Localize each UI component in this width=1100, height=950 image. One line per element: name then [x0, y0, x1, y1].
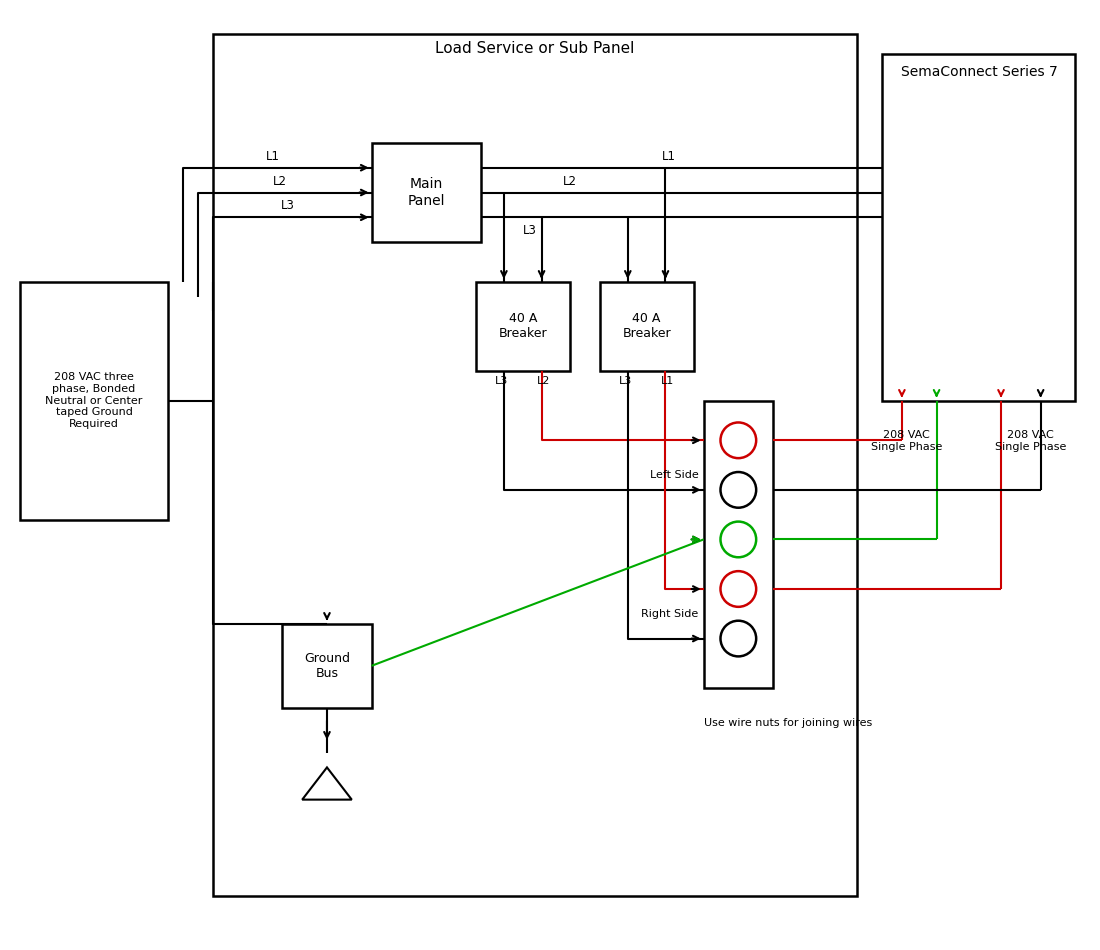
- Text: Ground
Bus: Ground Bus: [304, 652, 350, 680]
- Text: L1: L1: [662, 150, 675, 162]
- Text: L3: L3: [619, 376, 632, 386]
- Text: 208 VAC
Single Phase: 208 VAC Single Phase: [996, 430, 1066, 452]
- Text: SemaConnect Series 7: SemaConnect Series 7: [901, 65, 1057, 79]
- Text: 40 A
Breaker: 40 A Breaker: [623, 313, 671, 340]
- Text: 208 VAC
Single Phase: 208 VAC Single Phase: [871, 430, 943, 452]
- Bar: [882, 54, 1076, 401]
- Bar: [20, 282, 168, 520]
- Circle shape: [720, 423, 756, 458]
- Text: Right Side: Right Side: [641, 609, 698, 618]
- Polygon shape: [302, 768, 352, 800]
- Text: Load Service or Sub Panel: Load Service or Sub Panel: [436, 41, 635, 56]
- Bar: [283, 624, 372, 708]
- Circle shape: [720, 522, 756, 558]
- Text: L1: L1: [661, 376, 674, 386]
- Bar: [600, 282, 694, 370]
- Text: L3: L3: [524, 224, 537, 238]
- Text: L3: L3: [280, 200, 295, 212]
- Text: L2: L2: [273, 175, 287, 187]
- Text: L1: L1: [265, 150, 279, 162]
- Text: L2: L2: [563, 175, 576, 187]
- Text: L2: L2: [537, 376, 550, 386]
- Text: Left Side: Left Side: [650, 470, 699, 480]
- Bar: [213, 34, 857, 896]
- Text: L3: L3: [495, 376, 508, 386]
- Bar: [704, 401, 773, 688]
- Bar: [475, 282, 570, 370]
- Text: 208 VAC three
phase, Bonded
Neutral or Center
taped Ground
Required: 208 VAC three phase, Bonded Neutral or C…: [45, 372, 143, 428]
- Circle shape: [720, 472, 756, 507]
- Bar: [372, 142, 481, 242]
- Text: Use wire nuts for joining wires: Use wire nuts for joining wires: [704, 718, 872, 728]
- Text: Main
Panel: Main Panel: [407, 178, 444, 208]
- Circle shape: [720, 620, 756, 656]
- Circle shape: [720, 571, 756, 607]
- Text: 40 A
Breaker: 40 A Breaker: [498, 313, 547, 340]
